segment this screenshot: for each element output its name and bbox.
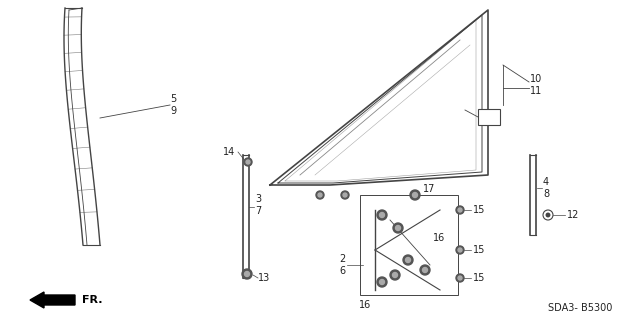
Text: 4
8: 4 8	[543, 177, 549, 199]
Circle shape	[316, 191, 324, 199]
Text: 5
9: 5 9	[170, 94, 176, 116]
Text: 10
11: 10 11	[530, 74, 542, 96]
Circle shape	[242, 269, 252, 279]
Text: 16: 16	[433, 233, 445, 243]
Text: 14: 14	[223, 147, 235, 157]
Circle shape	[547, 213, 550, 217]
Circle shape	[380, 279, 385, 285]
Text: 2
6: 2 6	[339, 254, 345, 276]
Circle shape	[246, 160, 250, 164]
Text: 13: 13	[258, 273, 270, 283]
Text: 16: 16	[359, 300, 371, 310]
Text: 12: 12	[567, 210, 579, 220]
Circle shape	[458, 208, 462, 212]
Circle shape	[420, 265, 430, 275]
Circle shape	[406, 257, 410, 263]
Circle shape	[377, 277, 387, 287]
Circle shape	[456, 274, 464, 282]
Text: FR.: FR.	[82, 295, 102, 305]
Circle shape	[244, 158, 252, 166]
Circle shape	[456, 206, 464, 214]
Text: SDA3- B5300: SDA3- B5300	[548, 303, 612, 313]
Circle shape	[392, 272, 397, 278]
Circle shape	[413, 192, 417, 197]
Text: 15: 15	[473, 273, 485, 283]
Text: 17: 17	[423, 184, 435, 194]
Circle shape	[403, 255, 413, 265]
Circle shape	[396, 226, 401, 231]
Circle shape	[390, 270, 400, 280]
FancyArrow shape	[30, 292, 75, 308]
Circle shape	[380, 212, 385, 218]
Text: 3
7: 3 7	[255, 194, 261, 216]
Text: 15: 15	[473, 245, 485, 255]
Circle shape	[318, 193, 322, 197]
Circle shape	[456, 246, 464, 254]
Circle shape	[377, 210, 387, 220]
Circle shape	[341, 191, 349, 199]
Circle shape	[422, 268, 428, 272]
FancyBboxPatch shape	[478, 109, 500, 125]
Circle shape	[458, 248, 462, 252]
Circle shape	[244, 271, 250, 277]
Text: 15: 15	[473, 205, 485, 215]
Circle shape	[410, 190, 420, 200]
Circle shape	[343, 193, 347, 197]
Text: 1: 1	[486, 112, 492, 122]
Circle shape	[393, 223, 403, 233]
Circle shape	[458, 276, 462, 280]
